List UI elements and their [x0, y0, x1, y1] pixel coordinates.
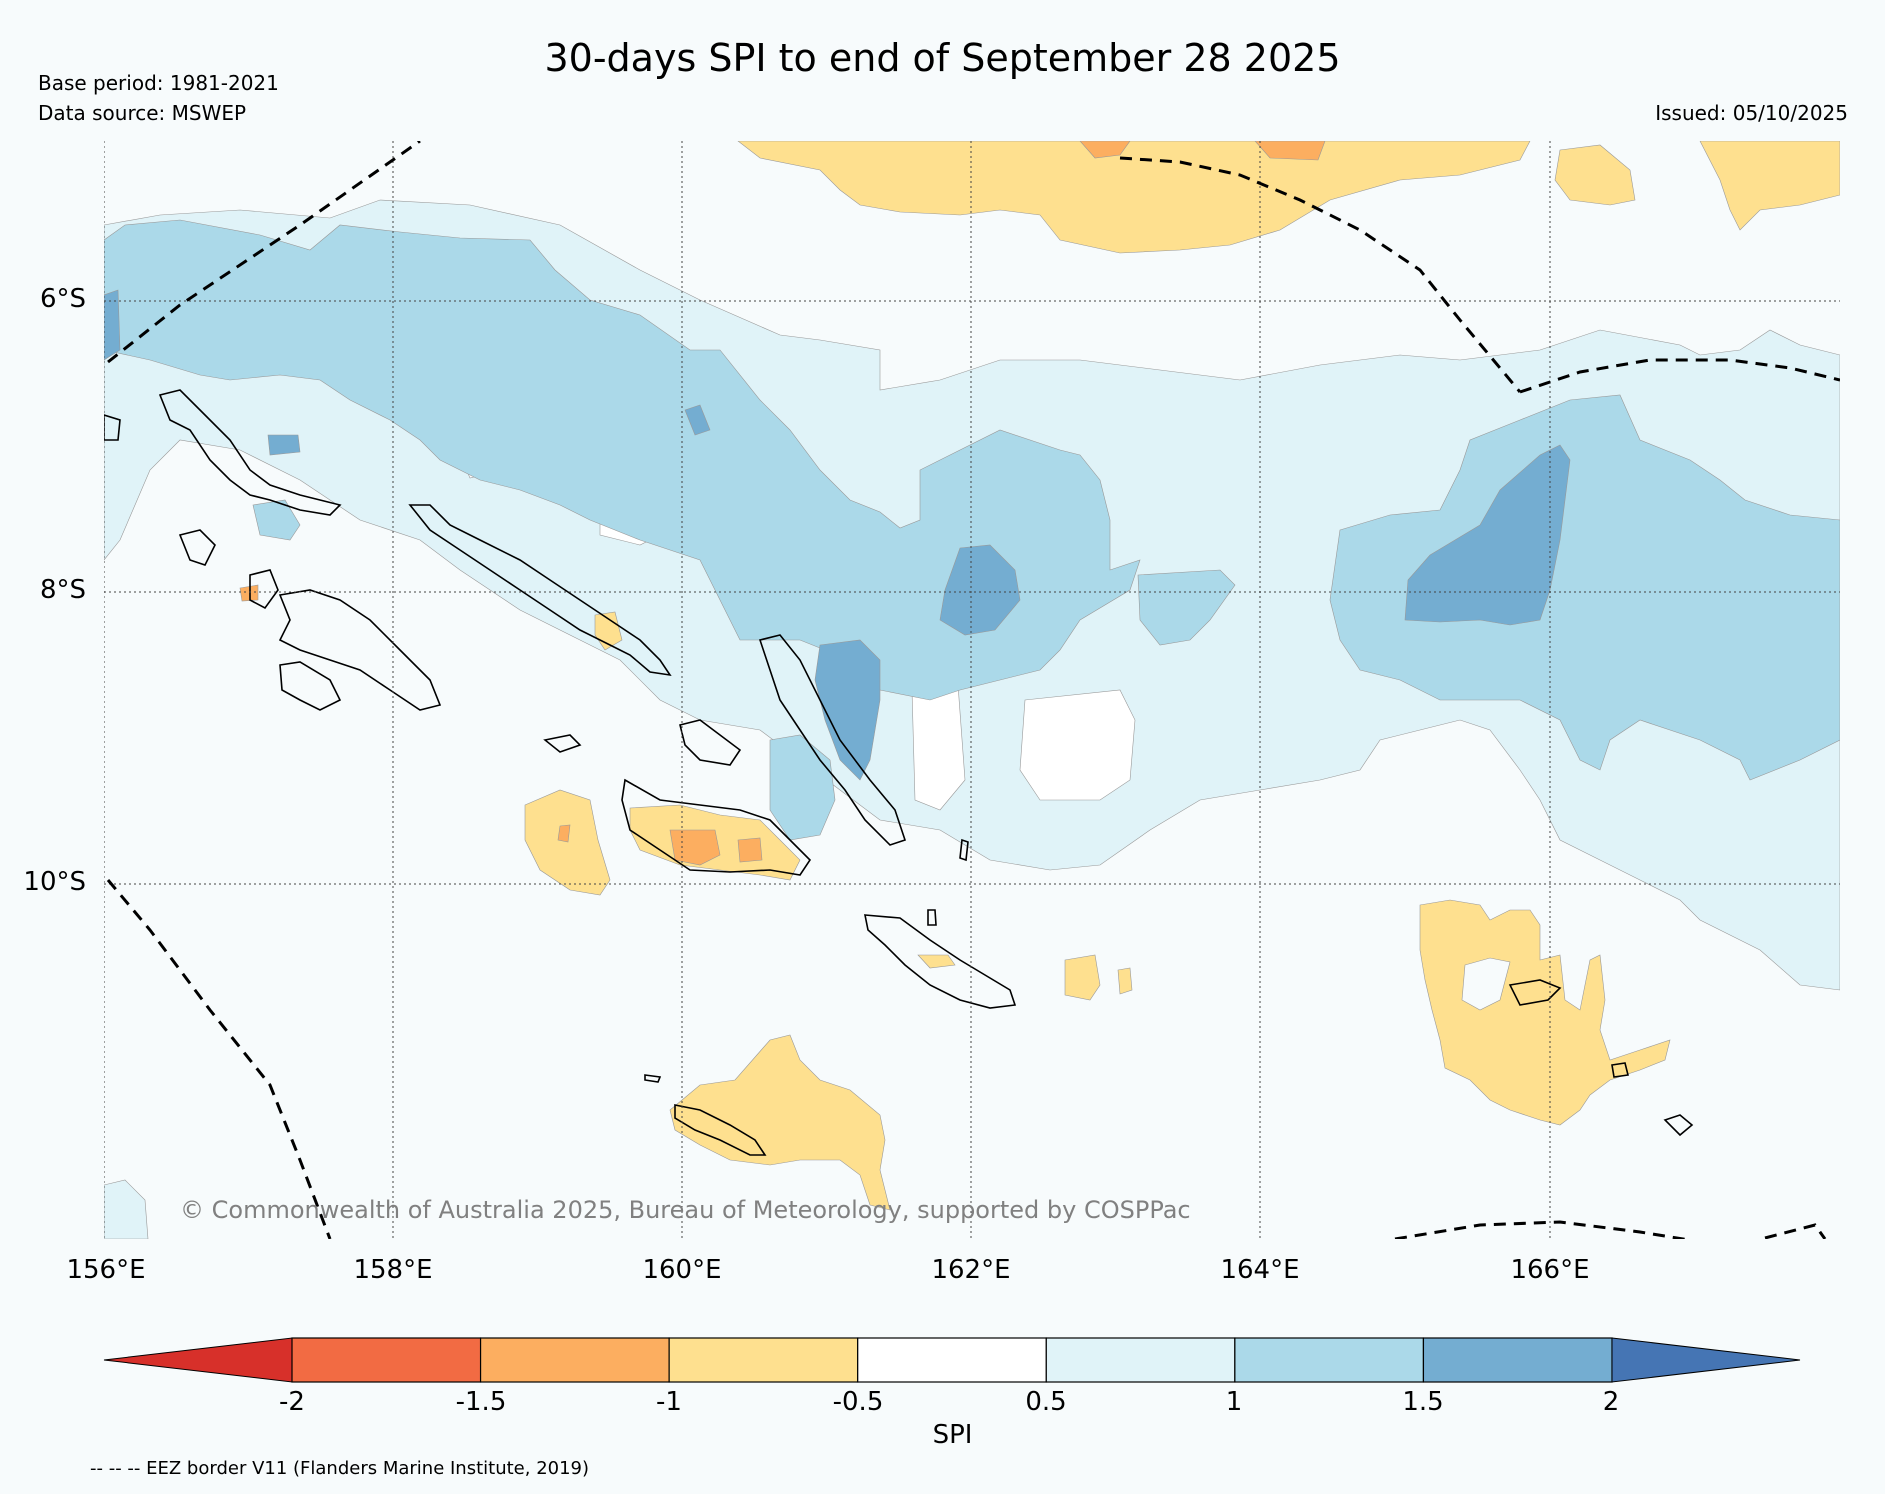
coastline-choiseul [158, 389, 342, 516]
eez-border-south-east [1394, 1220, 1693, 1239]
eez-border-east [1519, 358, 1840, 394]
eez-borders [106, 141, 1840, 1239]
lon-label-162e: 162°E [931, 1255, 1011, 1285]
lon-label-160e: 160°E [642, 1255, 722, 1285]
coastline-small-islet [644, 1074, 662, 1083]
spi-region-wet [252, 499, 301, 541]
colorbar-tick-label: -2 [279, 1387, 305, 1417]
spi-region-very-dry [557, 824, 571, 843]
coastline-vangunu [278, 589, 442, 711]
spi-region-very-wet [939, 544, 1021, 636]
spi-colorbar [103, 1337, 1801, 1383]
colorbar-segment [1234, 1337, 1425, 1383]
graticule [104, 141, 1840, 1239]
colorbar-tick-label: 0.5 [1025, 1387, 1067, 1417]
coastline-santa-isabel [408, 504, 672, 677]
spi-region-dry [1554, 144, 1636, 206]
spi-region-near-normal-hole [1019, 689, 1136, 801]
map-title: 30-days SPI to end of September 28 2025 [544, 36, 1341, 80]
spi-region-dry-hole [1461, 957, 1511, 1011]
coastline-malaita [758, 634, 907, 846]
spi-region-very-wet [684, 404, 711, 436]
lon-label-156e: 156°E [66, 1255, 146, 1285]
lat-label-10s: 10°S [23, 867, 86, 897]
spi-region-very-wet [267, 434, 301, 456]
issued-date-label: Issued: 05/10/2025 [1655, 101, 1848, 125]
copyright-notice: © Commonwealth of Australia 2025, Bureau… [180, 1196, 1191, 1224]
colorbar-title: SPI [932, 1420, 973, 1450]
data-source-label: Data source: MSWEP [38, 101, 247, 125]
coastlines [104, 389, 1694, 1156]
colorbar-segment [1422, 1337, 1613, 1383]
spi-region-dry [737, 141, 1531, 254]
colorbar-extend-low [103, 1337, 293, 1383]
colorbar-tick-label: -1.5 [455, 1387, 507, 1417]
coastline-florida-islands [543, 734, 582, 753]
colorbar-tick-label: 1.5 [1402, 1387, 1444, 1417]
spi-region-very-wet [104, 289, 121, 361]
coastline-makira [864, 914, 1017, 1009]
eez-border-north-west [107, 141, 421, 364]
spi-region-dry [917, 954, 956, 969]
coastline-rennell [674, 1104, 767, 1156]
lat-label-6s: 6°S [39, 284, 86, 314]
colorbar-tick-label: 2 [1602, 1387, 1620, 1417]
lon-label-166e: 166°E [1510, 1255, 1590, 1285]
spi-region-wet [1137, 569, 1236, 646]
spi-region-dry [104, 1179, 149, 1239]
eez-border-south-east-tip [1764, 1223, 1827, 1239]
spi-region-wet [104, 219, 1141, 701]
spi-region-dry [1699, 141, 1840, 231]
coastline-small-islet [959, 838, 969, 862]
colorbar-segment [479, 1337, 670, 1383]
coastline-kolombangara [249, 569, 279, 610]
spi-region-dry [669, 1034, 891, 1211]
colorbar-tick-label: -0.5 [832, 1387, 884, 1417]
coastline-rendova [279, 661, 342, 711]
coastline-vanikoro [1611, 1062, 1629, 1078]
eez-border-legend: -- -- -- EEZ border V11 (Flanders Marine… [90, 1458, 590, 1479]
eez-border-north-east [1119, 156, 1522, 393]
spi-region-dry [1064, 954, 1101, 1001]
colorbar-tick-label: -1 [656, 1387, 682, 1417]
spi-region-dry [1117, 967, 1133, 995]
colorbar-segment [857, 1337, 1047, 1383]
spi-region-very-dry [1079, 141, 1131, 159]
coastline-new-georgia [178, 529, 216, 566]
lon-label-158e: 158°E [353, 1255, 433, 1285]
spi-region-wet [1329, 394, 1840, 781]
spi-region-dry [1419, 899, 1671, 1126]
spi-region-very-wet [1404, 444, 1571, 626]
coastline-guadalcanal [621, 778, 812, 876]
coastline-savo [679, 719, 742, 766]
coastline-western-islet [104, 414, 121, 441]
spi-region-very-dry [737, 837, 763, 863]
spi-region-very-dry [239, 584, 259, 602]
colorbar-tick-label: 1 [1225, 1387, 1243, 1417]
spi-region-wet [769, 734, 836, 841]
lon-label-164e: 164°E [1220, 1255, 1300, 1285]
colorbar-segment [1045, 1337, 1236, 1383]
coastline-small-islet [927, 909, 937, 926]
colorbar-segment [668, 1337, 859, 1383]
spi-region-very-dry [1254, 141, 1326, 161]
colorbar-extend-high [1611, 1337, 1801, 1383]
coastline-nendo [1508, 979, 1562, 1006]
spi-region-dry [524, 789, 611, 896]
lat-label-8s: 8°S [39, 575, 86, 605]
coastline-tikopia [1663, 1114, 1694, 1137]
base-period-label: Base period: 1981-2021 [38, 71, 279, 95]
colorbar-segment [291, 1337, 482, 1383]
